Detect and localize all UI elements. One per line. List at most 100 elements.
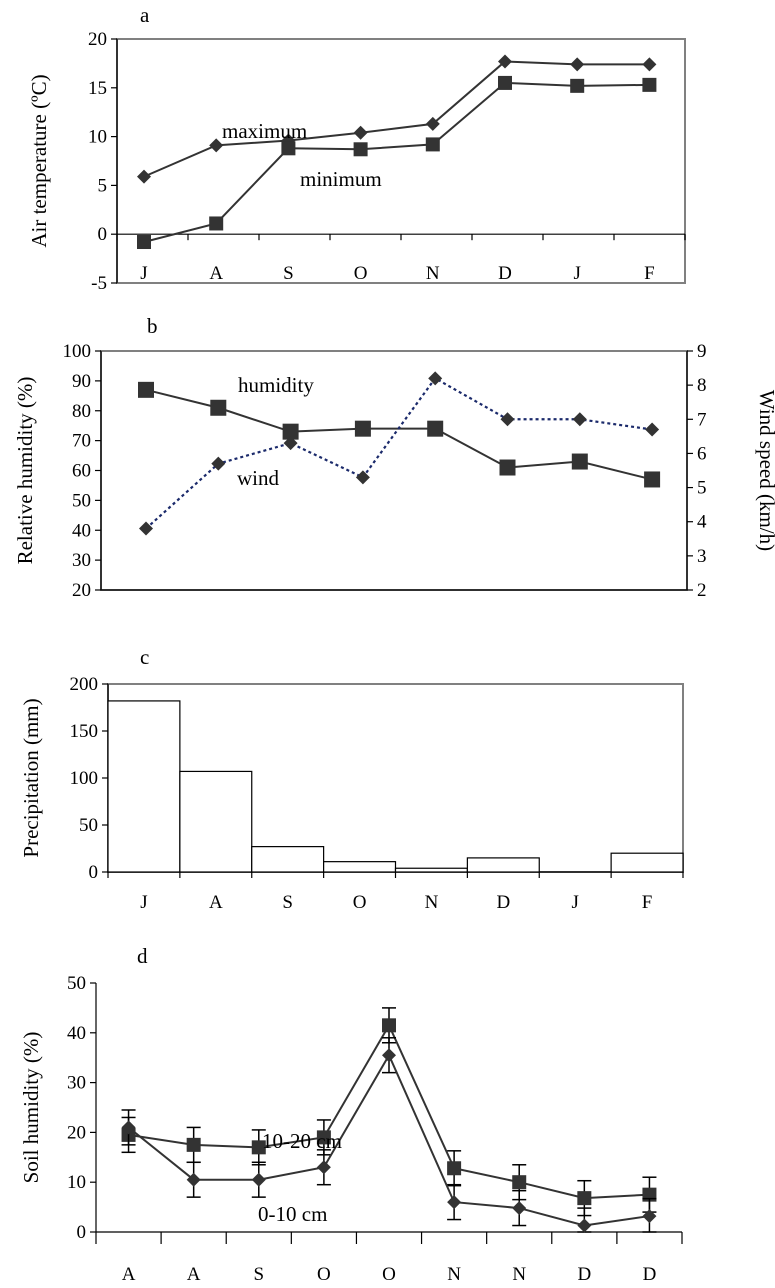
x-tick-label: S: [283, 263, 294, 284]
data-point-humidity: [138, 381, 154, 398]
x-tick-label: A: [187, 1264, 201, 1285]
data-point-0-10 cm: [121, 1120, 136, 1135]
y-axis-label: Precipitation (mm): [19, 698, 43, 857]
panel-d-soil-humidity: d 0 10 20 30 40 50 A A S O O N N D D Soil humidity (%) 10…: [19, 944, 683, 1285]
y-tick-label: 50: [67, 973, 86, 994]
x-tick-label: D: [643, 1264, 657, 1285]
data-point-wind: [355, 470, 370, 485]
y-tick-label: 0: [89, 862, 99, 883]
panel-label-a: a: [140, 3, 150, 27]
bar-2: [251, 846, 325, 873]
x-tick-label: J: [571, 892, 578, 913]
data-point-wind: [500, 412, 515, 427]
y-axis-label: Air temperature (ºC): [27, 74, 51, 247]
x-tick-label: O: [317, 1264, 331, 1285]
series-label-wind: wind: [237, 466, 280, 490]
x-tick-label: D: [496, 892, 510, 913]
data-point-wind: [139, 521, 153, 536]
y-tick-label: 100: [70, 768, 99, 789]
data-point-0-10 cm: [447, 1195, 462, 1210]
y-tick-label: 20: [67, 1122, 86, 1143]
x-tick-label: J: [140, 892, 147, 913]
x-tick-label: O: [382, 1264, 396, 1285]
data-point-humidity: [427, 420, 444, 437]
data-point-10-20 cm: [447, 1161, 462, 1176]
series-line-maximum: [143, 60, 650, 178]
series-line-minimum: [143, 81, 650, 243]
data-point-wind: [211, 456, 226, 471]
bar-5: [466, 857, 540, 873]
data-point-0-10 cm: [186, 1172, 201, 1187]
data-point-10-20 cm: [577, 1191, 592, 1206]
data-point-0-10 cm: [382, 1048, 396, 1063]
data-point-maximum: [353, 125, 368, 140]
y-axis-label: Soil humidity (%): [19, 1032, 43, 1184]
data-point-minimum: [642, 77, 657, 92]
data-point-maximum: [425, 116, 440, 131]
x-tick-label: S: [282, 892, 293, 913]
y2-tick-label: 4: [697, 512, 707, 533]
x-tick-label: S: [253, 1264, 264, 1285]
data-point-humidity: [499, 459, 516, 476]
data-point-10-20 cm: [512, 1175, 527, 1190]
y-tick-label: 60: [72, 461, 91, 482]
y-tick-label: 200: [70, 674, 99, 695]
y-tick-label: 10: [67, 1172, 86, 1193]
data-point-wind: [428, 371, 443, 386]
data-point-10-20 cm: [382, 1018, 396, 1033]
data-point-0-10 cm: [316, 1160, 331, 1175]
data-point-maximum: [570, 57, 585, 72]
panel-c-precipitation: c 0 50 100 150 200 J A S O N D J F Precipitation (mm): [19, 645, 684, 913]
series-label-0-10cm: 0-10 cm: [258, 1202, 327, 1226]
x-tick-label: O: [353, 892, 367, 913]
y-tick-label: -5: [91, 273, 107, 294]
data-point-wind: [572, 412, 587, 427]
y-tick-label: 10: [88, 127, 107, 148]
data-point-10-20 cm: [251, 1140, 266, 1155]
data-point-10-20 cm: [316, 1130, 331, 1145]
x-tick-label: N: [426, 263, 440, 284]
x-tick-label: A: [209, 892, 223, 913]
y-tick-label: 20: [88, 29, 107, 50]
panel-label-c: c: [140, 645, 149, 669]
bar-4: [394, 867, 468, 873]
plot-frame: [100, 350, 688, 591]
data-point-humidity: [354, 420, 371, 437]
panel-label-b: b: [147, 314, 158, 338]
bar-7: [610, 852, 684, 873]
data-point-maximum: [137, 169, 151, 184]
y2-tick-label: 9: [697, 341, 707, 362]
y-tick-label: 150: [70, 721, 99, 742]
y-axis-label: Relative humidity (%): [13, 377, 37, 565]
data-point-10-20 cm: [186, 1137, 201, 1152]
series-label-humidity: humidity: [238, 373, 314, 397]
y2-axis-label: Wind speed (km/h): [755, 390, 775, 551]
series-label-minimum: minimum: [300, 167, 382, 191]
y2-tick-label: 7: [697, 409, 707, 430]
data-point-minimum: [570, 78, 585, 93]
data-point-humidity: [644, 471, 661, 488]
y-tick-label: 50: [79, 815, 98, 836]
y-tick-label: 40: [67, 1023, 86, 1044]
y-tick-label: 5: [98, 175, 108, 196]
data-point-humidity: [571, 453, 588, 470]
series-label-maximum: maximum: [222, 119, 307, 143]
data-point-minimum: [281, 141, 296, 156]
data-point-wind: [283, 436, 298, 451]
y2-tick-label: 5: [697, 478, 707, 499]
x-tick-label: F: [644, 263, 655, 284]
bar-3: [323, 861, 397, 873]
data-point-humidity: [282, 423, 299, 440]
data-point-minimum: [498, 75, 512, 90]
plot-frame: [116, 38, 686, 284]
y-tick-label: 0: [98, 224, 108, 245]
x-tick-label: A: [122, 1264, 136, 1285]
x-tick-label: N: [425, 892, 439, 913]
data-point-maximum: [498, 54, 512, 69]
y-tick-label: 40: [72, 520, 91, 541]
data-point-minimum: [137, 235, 151, 250]
x-tick-label: J: [573, 263, 580, 284]
y2-tick-label: 2: [697, 580, 707, 601]
series-line-wind: [145, 376, 653, 530]
data-point-wind: [645, 422, 660, 437]
